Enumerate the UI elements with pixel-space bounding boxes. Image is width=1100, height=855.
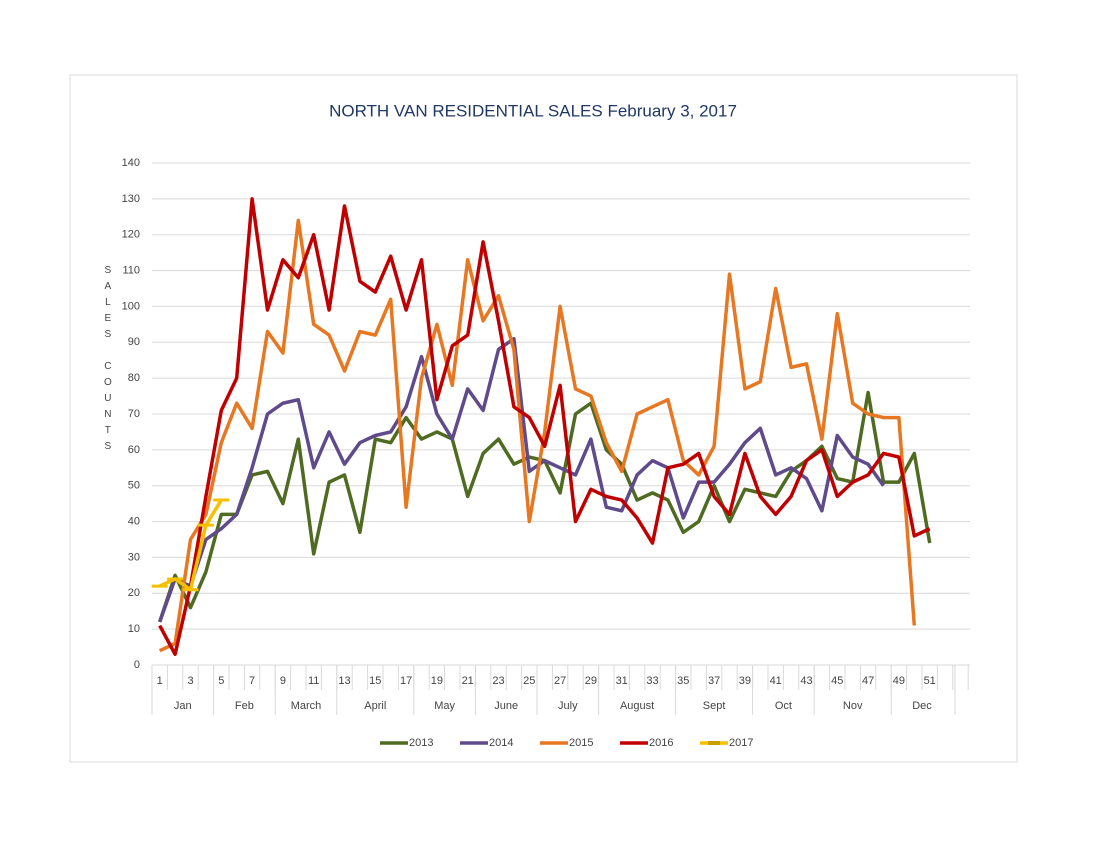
y-axis-label: SALES COUNTS xyxy=(102,265,113,457)
legend-label: 2014 xyxy=(489,737,513,749)
x-tick-label: 33 xyxy=(646,675,658,687)
x-tick-label: 25 xyxy=(523,675,535,687)
month-label: Feb xyxy=(235,700,254,712)
month-label: May xyxy=(434,700,455,712)
x-tick-label: 11 xyxy=(308,675,319,687)
month-label: Oct xyxy=(775,700,792,712)
y-tick-label: 130 xyxy=(122,193,140,205)
x-tick-label: 35 xyxy=(677,675,689,687)
x-tick-label: 21 xyxy=(462,675,474,687)
x-tick-label: 3 xyxy=(187,675,193,687)
x-tick-label: 51 xyxy=(924,675,936,687)
y-tick-label: 80 xyxy=(128,372,140,384)
x-tick-label: 45 xyxy=(831,675,843,687)
legend-label: 2017 xyxy=(729,737,753,749)
x-tick-label: 15 xyxy=(369,675,381,687)
y-tick-label: 40 xyxy=(128,515,140,527)
x-tick-label: 49 xyxy=(893,675,905,687)
x-tick-label: 23 xyxy=(492,675,504,687)
y-tick-label: 110 xyxy=(122,264,140,276)
y-tick-label: 30 xyxy=(128,551,140,563)
x-tick-label: 47 xyxy=(862,675,874,687)
x-tick-label: 27 xyxy=(554,675,566,687)
month-label: June xyxy=(494,700,518,712)
x-tick-label: 9 xyxy=(280,675,286,687)
x-tick-label: 17 xyxy=(400,675,412,687)
month-label: July xyxy=(558,700,578,712)
month-label: Nov xyxy=(843,700,863,712)
month-label: March xyxy=(291,700,322,712)
x-tick-label: 39 xyxy=(739,675,751,687)
y-tick-label: 50 xyxy=(128,480,140,492)
series-line xyxy=(158,336,885,623)
y-tick-label: 70 xyxy=(128,408,140,420)
y-tick-label: 90 xyxy=(128,336,140,348)
x-tick-label: 19 xyxy=(431,675,443,687)
chart-title: NORTH VAN RESIDENTIAL SALES February 3, … xyxy=(329,101,737,120)
chart-frame xyxy=(69,74,1018,763)
x-tick-label: 13 xyxy=(338,675,350,687)
y-tick-label: 100 xyxy=(122,300,140,312)
month-label: April xyxy=(364,700,386,712)
y-tick-label: 120 xyxy=(122,229,140,241)
y-tick-label: 10 xyxy=(128,623,140,635)
month-label: Dec xyxy=(912,700,932,712)
y-tick-label: 20 xyxy=(128,587,140,599)
month-label: Sept xyxy=(703,700,726,712)
x-tick-label: 7 xyxy=(249,675,255,687)
x-tick-label: 5 xyxy=(218,675,224,687)
y-tick-label: 60 xyxy=(128,444,140,456)
x-tick-label: 41 xyxy=(770,675,782,687)
x-tick-label: 29 xyxy=(585,675,597,687)
series-line xyxy=(158,197,931,656)
y-tick-label: 0 xyxy=(134,659,140,671)
series-line xyxy=(158,218,917,653)
month-label: Jan xyxy=(174,700,192,712)
legend-label: 2015 xyxy=(569,737,593,749)
month-label: August xyxy=(620,700,654,712)
x-tick-label: 1 xyxy=(157,675,163,687)
y-tick-label: 140 xyxy=(122,157,140,169)
legend-label: 2013 xyxy=(409,737,433,749)
legend-label: 2016 xyxy=(649,737,673,749)
x-tick-label: 31 xyxy=(616,675,628,687)
x-tick-label: 43 xyxy=(800,675,812,687)
x-tick-label: 37 xyxy=(708,675,720,687)
